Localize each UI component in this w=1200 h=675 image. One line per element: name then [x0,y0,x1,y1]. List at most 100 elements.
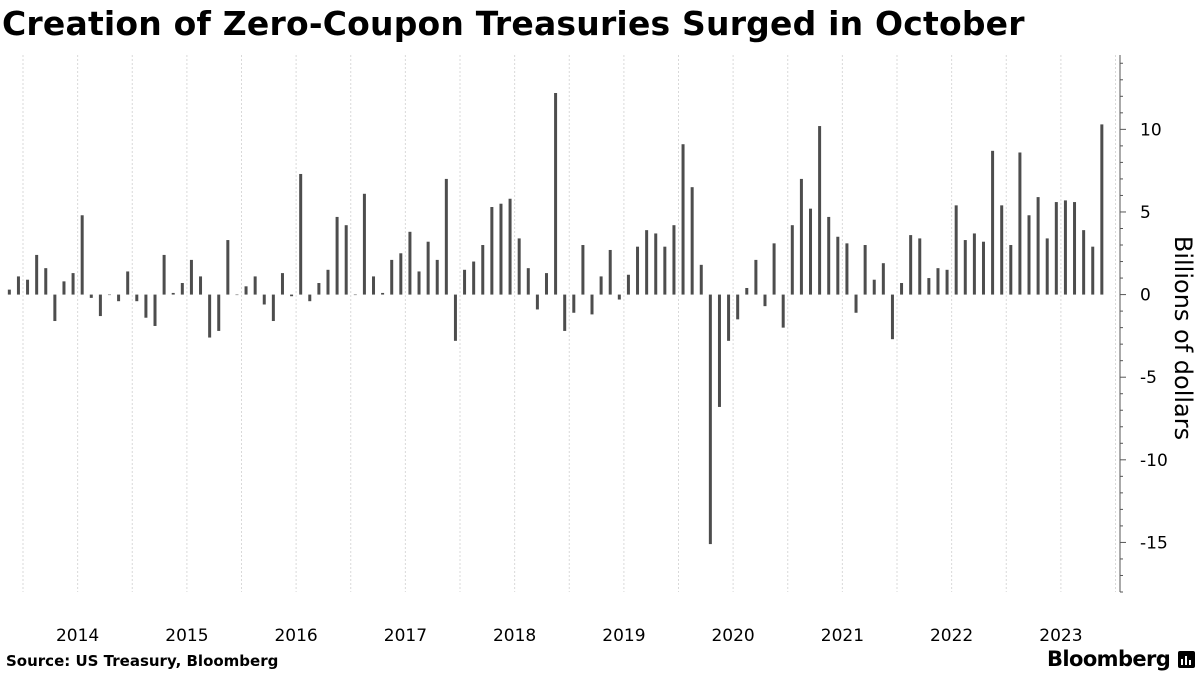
bar [863,245,867,295]
bar [472,261,476,295]
bar [1045,238,1049,295]
bar [717,294,721,407]
bar-series [7,93,1104,545]
bar [1091,246,1095,295]
bar [581,245,585,295]
bar [599,276,603,295]
bar [517,238,521,295]
bar [235,294,239,296]
chart-title: Creation of Zero-Coupon Treasuries Surge… [2,4,1025,43]
bar [290,294,294,297]
bar [727,294,731,341]
bar [35,254,39,295]
bar [508,198,512,295]
bar [790,225,794,295]
bar [16,276,20,295]
bar [890,294,894,340]
bar [308,294,312,302]
bar [390,259,394,295]
bar [900,283,904,295]
bar [80,215,84,295]
bar [171,292,175,295]
bar [936,268,940,295]
bar [107,294,111,296]
bar [854,294,858,313]
y-tick-label: -15 [1140,533,1168,553]
bar [180,283,184,295]
bar [344,225,348,295]
bar [708,294,712,545]
bar [1000,205,1004,295]
bar [1036,197,1040,295]
bar [945,269,949,295]
bar [1063,200,1067,295]
bar [372,276,376,295]
y-tick-label: 5 [1140,203,1151,223]
bar [745,287,749,295]
bar [499,203,503,295]
bar [636,246,640,295]
bar [1027,215,1031,295]
bar [253,276,257,295]
bar [927,278,931,295]
vertical-gridlines [22,55,1116,592]
bar [763,294,767,307]
bar [7,289,11,295]
bar [1100,124,1104,295]
bar [626,274,630,295]
bar [262,294,266,305]
bar [1082,230,1086,295]
bar [353,294,357,296]
bar [89,294,93,298]
bar [963,240,967,295]
bar [71,273,75,295]
bar [126,271,130,295]
bar [827,216,831,295]
y-tick-label: -10 [1140,451,1168,471]
bar [153,294,157,326]
bar [991,150,995,295]
bar [226,240,230,295]
y-axis: -15 -10 -5 0 5 10 [1119,55,1168,593]
bar [399,253,403,295]
bar [1018,152,1022,295]
y-tick-label: 10 [1140,120,1162,140]
bar [408,231,412,295]
bar [981,241,985,295]
bar [490,207,494,295]
bar [381,292,385,295]
bar [681,144,685,295]
x-tick-label: 2020 [711,626,754,646]
bar [909,235,913,295]
bar [572,294,576,313]
bar [845,243,849,295]
bar [754,259,758,295]
bar [162,254,166,295]
bar [736,294,740,320]
bar [208,294,212,338]
bar [199,276,203,295]
bar [544,273,548,295]
bar [453,294,457,341]
bar [1073,202,1077,295]
bar [954,205,958,295]
bar [362,193,366,295]
bloomberg-terminal-icon [1178,651,1195,668]
bar [781,294,785,328]
bar [972,233,976,295]
x-tick-label: 2021 [821,626,864,646]
x-tick-label: 2017 [384,626,427,646]
y-axis-label: Billions of dollars [1169,236,1197,440]
bar [426,241,430,295]
bar [135,294,139,302]
bar [654,233,658,295]
bar [53,294,57,322]
bar [809,208,813,295]
x-tick-label: 2022 [930,626,973,646]
bar [98,294,102,317]
bar [663,246,667,295]
bar [535,294,539,310]
source-note: Source: US Treasury, Bloomberg [6,652,279,670]
bar [672,225,676,295]
